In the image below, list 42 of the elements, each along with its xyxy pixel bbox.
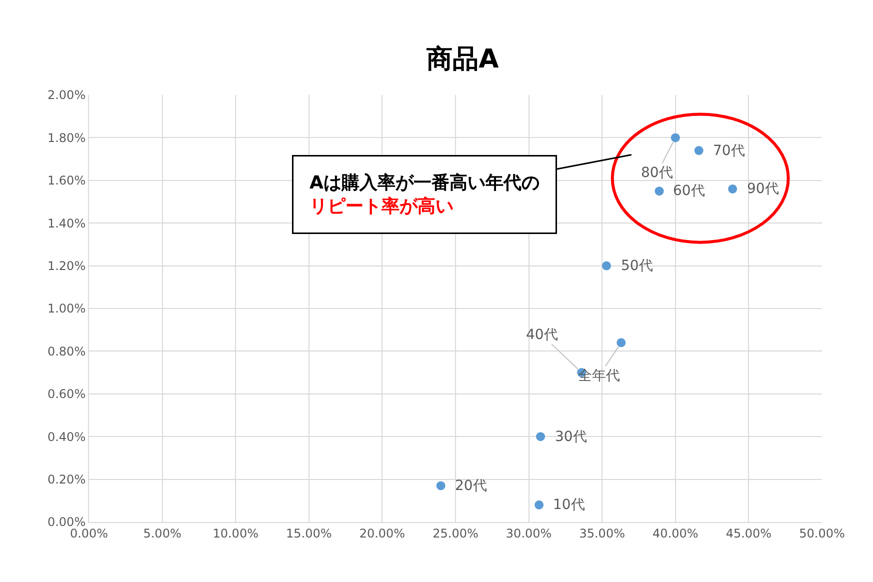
annotation: 60代	[673, 183, 705, 199]
point	[536, 432, 546, 442]
annotation: Aは購入率が一番高い年代の	[310, 172, 540, 194]
point	[616, 338, 626, 348]
x-tick-label: 15.00%	[286, 526, 332, 540]
annotation: 70代	[713, 143, 745, 159]
x-tick-label: 50.00%	[799, 526, 845, 540]
x-tick-label: 25.00%	[432, 526, 478, 540]
y-tick-label: 1.00%	[47, 302, 86, 316]
x-tick-label: 40.00%	[652, 526, 698, 540]
point	[602, 261, 611, 270]
point	[694, 146, 704, 156]
y-tick-label: 0.40%	[47, 430, 86, 444]
point	[436, 481, 446, 490]
y-tick-label: 1.80%	[47, 130, 86, 145]
point	[654, 186, 664, 196]
annotation: 50代	[621, 258, 653, 274]
y-tick-label: 1.20%	[47, 259, 86, 273]
x-tick-label: 45.00%	[726, 526, 772, 540]
y-tick-label: 0.20%	[47, 472, 86, 486]
x-tick-label: 20.00%	[359, 526, 406, 540]
point	[728, 184, 738, 194]
y-tick-label: 2.00%	[47, 88, 86, 102]
x-tick-label: 30.00%	[506, 526, 552, 540]
annotation: 30代	[555, 429, 587, 445]
y-tick-label: 0.80%	[47, 344, 86, 358]
y-tick-label: 1.40%	[47, 216, 86, 230]
annotation: 全年代	[578, 368, 620, 384]
point	[670, 133, 680, 142]
annotation: 40代	[526, 327, 558, 343]
chart-title: 商品A	[426, 44, 499, 74]
y-tick-label: 0.60%	[47, 387, 86, 402]
x-tick-label: 5.00%	[143, 526, 182, 540]
annotation: 80代	[641, 165, 673, 181]
annotation: 90代	[747, 181, 779, 197]
annotation: 10代	[553, 497, 585, 513]
y-tick-label: 1.60%	[47, 174, 86, 188]
point	[534, 500, 544, 510]
x-tick-label: 35.00%	[579, 526, 625, 540]
annotation: 20代	[455, 478, 487, 494]
annotation: リピート率が高い	[310, 196, 454, 217]
x-tick-label: 10.00%	[212, 526, 258, 540]
